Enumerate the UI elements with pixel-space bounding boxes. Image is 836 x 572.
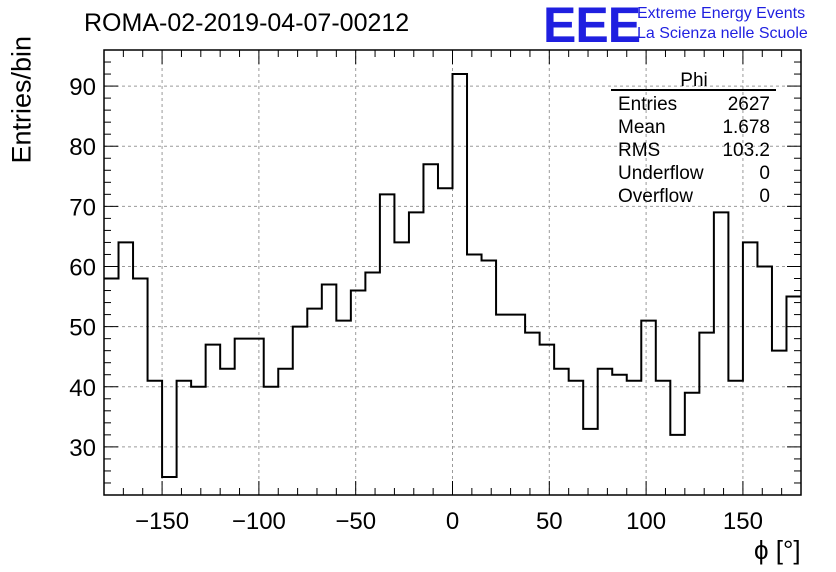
stats-label: RMS [618,140,660,161]
stats-label: Entries [618,94,677,115]
x-tick-label: 50 [536,508,563,535]
y-tick-label: 60 [69,254,96,281]
x-tick-label: 150 [723,508,763,535]
x-tick-label: −150 [135,508,189,535]
stats-label: Overflow [618,186,693,207]
x-axis-label: ϕ [°] [754,535,801,565]
stats-box-name: Phi [680,70,707,91]
axes: −150 −100 −50 0 50 100 150 30 40 50 60 70 80 90 [69,49,802,535]
y-tick-label: 80 [69,134,96,161]
stats-value: 103.2 [722,140,770,161]
stats-value: 0 [759,186,770,207]
y-tick-label: 30 [69,435,96,462]
x-tick-label: −50 [335,508,376,535]
eee-logo: EEE [543,0,641,53]
stats-label: Underflow [618,163,704,184]
eee-logo-line2: La Scienza nelle Scuole [637,25,808,42]
y-tick-label: 90 [69,74,96,101]
stats-value: 2627 [728,94,770,115]
stats-box: Phi Entries 2627 Mean 1.678 RMS 103.2 Underflo… [611,70,776,207]
stats-value: 0 [759,163,770,184]
y-tick-label: 70 [69,194,96,221]
histogram-step-line [104,73,801,478]
stats-label: Mean [618,117,666,138]
y-tick-label: 40 [69,375,96,402]
stats-value: 1.678 [722,117,770,138]
x-tick-label: −100 [232,508,286,535]
histogram-title: ROMA-02-2019-04-07-00212 [84,9,410,37]
y-tick-label: 50 [69,315,96,342]
x-tick-label: 100 [626,508,666,535]
x-tick-label: 0 [446,508,459,535]
eee-logo-line1: Extreme Energy Events [637,5,806,22]
